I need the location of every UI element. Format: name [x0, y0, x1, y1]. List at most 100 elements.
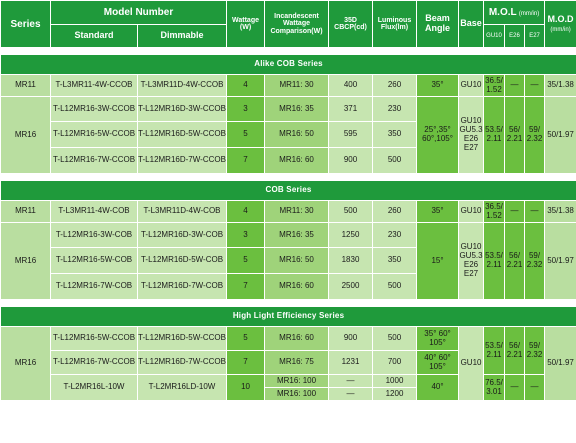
mol-gu10-cell: 53.5/ 2.11 — [483, 326, 506, 375]
section-title-alike-cob: Alike COB Series — [0, 54, 576, 75]
lumen-cell: 500 — [372, 147, 418, 174]
standard-model-cell: T-L3MR11-4W-CCOB — [50, 74, 138, 97]
lumen-cell: 500 — [372, 273, 418, 300]
gap-row — [0, 299, 576, 307]
incandescent-cell: MR11: 30 — [264, 200, 330, 223]
standard-model-cell: T-L12MR16-7W-CCOB — [50, 350, 138, 375]
dimmable-model-cell: T-L3MR11D-4W-CCOB — [136, 74, 228, 97]
lumen-cell: 500 — [372, 326, 418, 351]
cbcp-cell: 900 — [328, 147, 374, 174]
header-base: Base — [458, 0, 485, 48]
header-mol-label: M.O.L — [488, 7, 517, 18]
mol-e27-cell: — — [524, 74, 546, 97]
base-cell: GU10 — [458, 200, 485, 223]
wattage-cell: 5 — [226, 326, 266, 351]
header-model-number: Model Number — [49, 0, 228, 25]
beam-cell: 35° — [416, 74, 460, 97]
series-cell: MR16 — [0, 326, 51, 401]
standard-model-cell: T-L3MR11-4W-COB — [50, 200, 138, 223]
mol-gu10-cell: 76.5/ 3.01 — [483, 374, 506, 401]
mod-cell: 35/1.38 — [544, 74, 576, 97]
mol-e27-cell: — — [524, 200, 546, 223]
header-dimmable: Dimmable — [136, 24, 228, 48]
beam-cell: 15° — [416, 222, 460, 300]
wattage-cell: 4 — [226, 74, 266, 97]
incandescent-cell: MR16: 60 — [264, 326, 330, 351]
base-cell: GU10 GU5.3 E26 E27 — [458, 96, 485, 174]
cbcp-cell: — — [328, 374, 374, 388]
mol-e26-cell: — — [504, 374, 526, 401]
mod-cell: 50/1.97 — [544, 222, 576, 300]
cbcp-cell: 1830 — [328, 247, 374, 274]
cbcp-cell: 900 — [328, 326, 374, 351]
mol-e26-cell: — — [504, 200, 526, 223]
mod-cell: 50/1.97 — [544, 326, 576, 401]
incandescent-cell: MR16: 50 — [264, 121, 330, 148]
header-cbcp-line2: CBCP(cd) — [334, 24, 367, 31]
section-row-cob: COB Series — [0, 180, 576, 201]
table-row: MR16 T-L12MR16-3W-COB T-L12MR16D-3W-COB … — [0, 222, 576, 300]
header-e26: E26 — [504, 24, 526, 48]
mol-e26-cell: 56/ 2.21 — [504, 96, 526, 174]
table-row: T-L12MR16-5W-COB T-L12MR16D-5W-COB 5 MR1… — [1, 247, 576, 274]
header-gu10: GU10 — [483, 24, 506, 48]
standard-model-cell: T-L12MR16-5W-CCOB — [50, 121, 138, 148]
header-series: Series — [0, 0, 51, 48]
beam-cell: 40° 60° 105° — [416, 350, 460, 375]
header-standard: Standard — [50, 24, 138, 48]
beam-cell: 25°,35° 60°,105° — [416, 96, 460, 174]
cbcp-cell: 1250 — [328, 222, 374, 248]
lumen-cell: 230 — [372, 222, 418, 248]
table-row: MR16 T-L12MR16-5W-CCOB T-L12MR16D-5W-CCO… — [0, 326, 576, 401]
lumen-cell: 1200 — [372, 387, 418, 401]
section-row-alike: Alike COB Series — [0, 54, 576, 75]
lumen-cell: 260 — [372, 200, 418, 223]
mol-e27-cell: — — [524, 374, 546, 401]
mol-e26-cell: 56/ 2.21 — [504, 222, 526, 300]
dimmable-model-cell: T-L12MR16D-7W-COB — [136, 273, 228, 300]
spec-table: Series Model Number Wattage (W) Incandes… — [0, 0, 576, 401]
wattage-cell: 7 — [226, 350, 266, 375]
header-mol: M.O.L (mm/in) — [483, 0, 546, 25]
table-row: T-L12MR16-5W-CCOB T-L12MR16D-5W-CCOB 5 M… — [1, 121, 576, 148]
dimmable-model-cell: T-L12MR16D-7W-CCOB — [136, 147, 228, 174]
standard-model-cell: T-L12MR16-7W-CCOB — [50, 147, 138, 174]
table-row: T-L2MR16L-10W T-L2MR16LD-10W 10 MR16: 10… — [1, 374, 576, 401]
mol-e26-cell: 56/ 2.21 — [504, 326, 526, 375]
mol-e27-cell: 59/ 2.32 — [524, 326, 546, 375]
dimmable-model-cell: T-L12MR16D-5W-CCOB — [136, 326, 228, 351]
base-cell: GU10 — [458, 326, 485, 401]
mol-e27-cell: 59/ 2.32 — [524, 96, 546, 174]
table-row: T-L12MR16-7W-COB T-L12MR16D-7W-COB 7 MR1… — [1, 273, 576, 300]
standard-model-cell: T-L12MR16-5W-COB — [50, 247, 138, 274]
lumen-cell: 230 — [372, 96, 418, 122]
table-row: MR11 T-L3MR11-4W-COB T-L3MR11D-4W-COB 4 … — [0, 200, 576, 223]
mol-e26-cell: — — [504, 74, 526, 97]
lumen-cell: 350 — [372, 121, 418, 148]
base-cell: GU10 — [458, 74, 485, 97]
header-cbcp: 35D CBCP(cd) — [328, 0, 374, 48]
table-row: MR16 T-L12MR16-3W-CCOB T-L12MR16D-3W-CCO… — [0, 96, 576, 174]
cbcp-cell: 1231 — [328, 350, 374, 375]
dimmable-model-cell: T-L12MR16D-7W-CCOB — [136, 350, 228, 375]
series-cell: MR16 — [0, 222, 51, 300]
mol-gu10-cell: 53.5/ 2.11 — [483, 222, 506, 300]
wattage-cell: 4 — [226, 200, 266, 223]
standard-model-cell: T-L2MR16L-10W — [50, 374, 138, 401]
standard-model-cell: T-L12MR16-3W-CCOB — [50, 96, 138, 122]
beam-cell: 35° — [416, 200, 460, 223]
table-row: T-L12MR16-7W-CCOB T-L12MR16D-7W-CCOB 7 M… — [1, 147, 576, 174]
table-row: T-L12MR16-7W-CCOB T-L12MR16D-7W-CCOB 7 M… — [1, 350, 576, 375]
wattage-cell: 7 — [226, 273, 266, 300]
beam-cell: 40° — [416, 374, 460, 401]
cbcp-cell: 595 — [328, 121, 374, 148]
incandescent-cell: MR16: 100 — [264, 387, 330, 401]
lumen-cell: 1000 — [372, 374, 418, 388]
header-mod-unit: (mm/in) — [550, 26, 571, 33]
mol-e27-cell: 59/ 2.32 — [524, 222, 546, 300]
dimmable-model-cell: T-L3MR11D-4W-COB — [136, 200, 228, 223]
section-title-high-efficiency: High Light Efficiency Series — [0, 306, 576, 327]
mod-cell: 50/1.97 — [544, 96, 576, 174]
header-cbcp-line1: 35D — [344, 16, 357, 24]
incandescent-cell: MR16: 75 — [264, 350, 330, 375]
